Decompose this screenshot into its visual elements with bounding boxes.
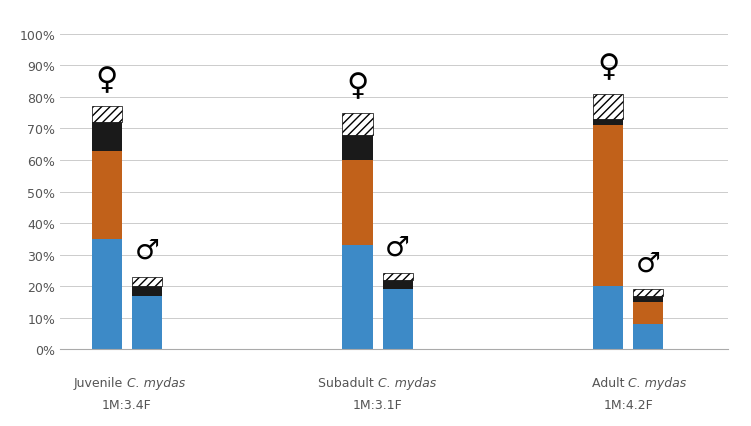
Text: C. mydas: C. mydas: [378, 376, 436, 389]
Bar: [342, 113, 372, 135]
Bar: [342, 245, 372, 349]
Bar: [92, 239, 122, 349]
Text: ♂: ♂: [385, 233, 410, 261]
Bar: [633, 302, 663, 324]
Bar: [132, 286, 162, 296]
Text: Adult: Adult: [592, 376, 629, 389]
Bar: [633, 290, 663, 296]
Text: Subadult: Subadult: [318, 376, 378, 389]
Bar: [92, 151, 122, 239]
Text: 1M:4.2F: 1M:4.2F: [603, 398, 653, 411]
Bar: [382, 290, 412, 349]
Text: ♀: ♀: [346, 72, 369, 101]
Bar: [382, 274, 412, 280]
Text: ♀: ♀: [95, 66, 118, 95]
Bar: [342, 161, 372, 245]
Text: C. mydas: C. mydas: [629, 376, 686, 389]
Bar: [633, 296, 663, 302]
Bar: [633, 324, 663, 349]
Text: Juvenile: Juvenile: [74, 376, 127, 389]
Bar: [593, 95, 623, 120]
Bar: [342, 135, 372, 161]
Text: 1M:3.4F: 1M:3.4F: [102, 398, 152, 411]
Bar: [92, 107, 122, 123]
Text: ♂: ♂: [134, 236, 159, 265]
Text: ♀: ♀: [597, 53, 620, 82]
Bar: [593, 120, 623, 126]
Bar: [382, 280, 412, 290]
Text: ♂: ♂: [636, 249, 661, 277]
Text: C. mydas: C. mydas: [127, 376, 185, 389]
Bar: [132, 277, 162, 286]
Bar: [92, 123, 122, 151]
Bar: [593, 286, 623, 349]
Bar: [132, 296, 162, 349]
Text: 1M:3.1F: 1M:3.1F: [353, 398, 403, 411]
Bar: [593, 126, 623, 286]
